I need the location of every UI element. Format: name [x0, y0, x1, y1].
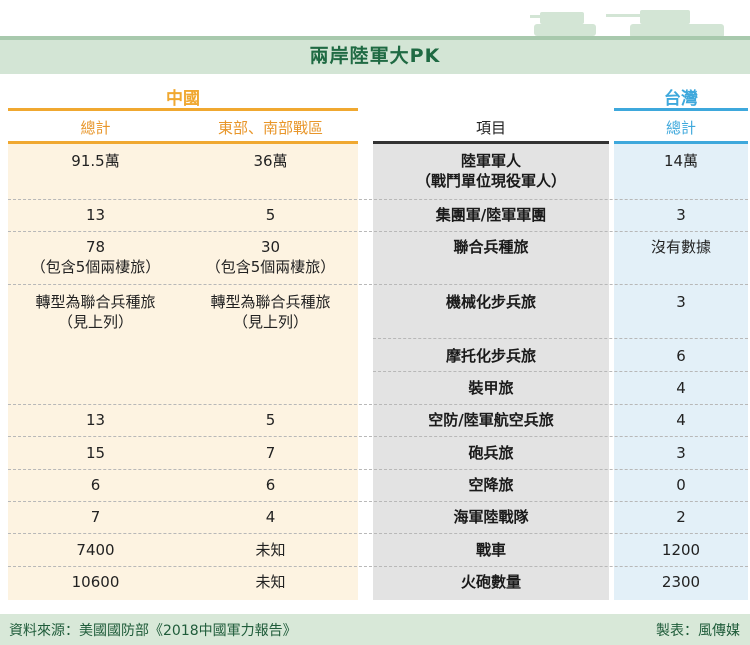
column-header-china-east-south: 東部、南部戰區	[217, 119, 323, 137]
table-cell-china-total: 轉型為聯合兵種旅 （見上列）	[35, 293, 156, 331]
table-cell-china-total: 78 （包含5個兩棲旅）	[30, 238, 161, 276]
row-separator	[8, 404, 748, 405]
row-separator	[8, 231, 748, 232]
table-cell-china-total: 91.5萬	[71, 152, 120, 170]
row-separator	[8, 199, 748, 200]
table-cell-taiwan-total: 6	[676, 347, 686, 365]
item-column-background	[373, 144, 609, 600]
row-separator	[373, 338, 748, 339]
table-cell-taiwan-total: 14萬	[663, 152, 699, 170]
table-cell-taiwan-total: 4	[676, 411, 686, 429]
table-cell-item: 陸軍軍人 （戰鬥單位現役軍人）	[415, 152, 566, 190]
table-cell-item: 空降旅	[468, 476, 514, 494]
table-cell-china-total: 6	[90, 476, 101, 494]
group-line-item	[373, 108, 609, 111]
table-cell-item: 空防/陸軍航空兵旅	[428, 411, 554, 429]
table-cell-taiwan-total: 3	[676, 206, 686, 224]
table-cell-taiwan-total: 1200	[661, 541, 701, 559]
column-header-taiwan-total: 總計	[665, 119, 696, 137]
table-cell-china-total: 13	[85, 411, 106, 429]
header-line-china	[8, 141, 358, 144]
table-cell-taiwan-total: 2300	[661, 573, 701, 591]
maker-credit: 製表：風傳媒	[656, 623, 740, 639]
table-cell-china-east-south: 7	[265, 444, 276, 462]
table-cell-taiwan-total: 2	[676, 508, 686, 526]
footer-band	[0, 614, 750, 645]
table-cell-item: 聯合兵種旅	[453, 238, 529, 256]
table-cell-china-east-south: 5	[265, 411, 276, 429]
header-line-item	[373, 141, 609, 144]
table-cell-item: 機械化步兵旅	[445, 293, 536, 311]
row-separator	[8, 284, 748, 285]
table-cell-china-east-south: 未知	[255, 573, 286, 591]
table-cell-item: 火砲數量	[460, 573, 521, 591]
table-cell-item: 砲兵旅	[468, 444, 514, 462]
table-cell-item: 海軍陸戰隊	[453, 508, 529, 526]
table-cell-china-east-south: 30 （包含5個兩棲旅）	[205, 238, 336, 276]
row-separator	[8, 501, 748, 502]
table-cell-taiwan-total: 4	[676, 379, 686, 397]
taiwan-column-background	[614, 144, 748, 600]
table-cell-item: 集團軍/陸軍軍團	[435, 206, 547, 224]
china-column-background	[8, 144, 358, 600]
row-separator	[373, 371, 748, 372]
tank-icon	[530, 10, 724, 38]
group-line-taiwan	[614, 108, 748, 111]
group-line-china	[8, 108, 358, 111]
group-header-china: 中國	[166, 89, 200, 109]
table-cell-china-east-south: 轉型為聯合兵種旅 （見上列）	[210, 293, 331, 331]
header-line-taiwan	[614, 141, 748, 144]
table-cell-china-east-south: 未知	[255, 541, 286, 559]
table-cell-item: 戰車	[475, 541, 506, 559]
table-cell-taiwan-total: 3	[676, 444, 686, 462]
table-cell-taiwan-total: 0	[676, 476, 686, 494]
table-cell-china-east-south: 5	[265, 206, 276, 224]
source-note: 資料來源：美國國防部《2018中國軍力報告》	[9, 623, 297, 639]
table-cell-china-total: 7400	[76, 541, 115, 559]
page-title: 兩岸陸軍大PK	[309, 45, 441, 67]
table-cell-item: 摩托化步兵旅	[445, 347, 536, 365]
row-separator	[8, 469, 748, 470]
table-cell-china-total: 13	[85, 206, 106, 224]
table-cell-china-total: 15	[85, 444, 106, 462]
title-band	[0, 36, 750, 74]
column-header-china-total: 總計	[80, 119, 111, 137]
table-cell-taiwan-total: 3	[676, 293, 686, 311]
table-cell-item: 裝甲旅	[468, 379, 514, 397]
row-separator	[8, 566, 748, 567]
group-header-taiwan: 台灣	[664, 89, 698, 109]
table-cell-china-east-south: 6	[265, 476, 276, 494]
column-header-item: 項目	[475, 119, 506, 137]
table-cell-china-east-south: 4	[265, 508, 276, 526]
row-separator	[8, 436, 748, 437]
table-cell-china-total: 7	[90, 508, 101, 526]
table-cell-china-east-south: 36萬	[253, 152, 288, 170]
table-cell-taiwan-total: 沒有數據	[650, 238, 711, 256]
row-separator	[8, 533, 748, 534]
table-cell-china-total: 10600	[71, 573, 120, 591]
